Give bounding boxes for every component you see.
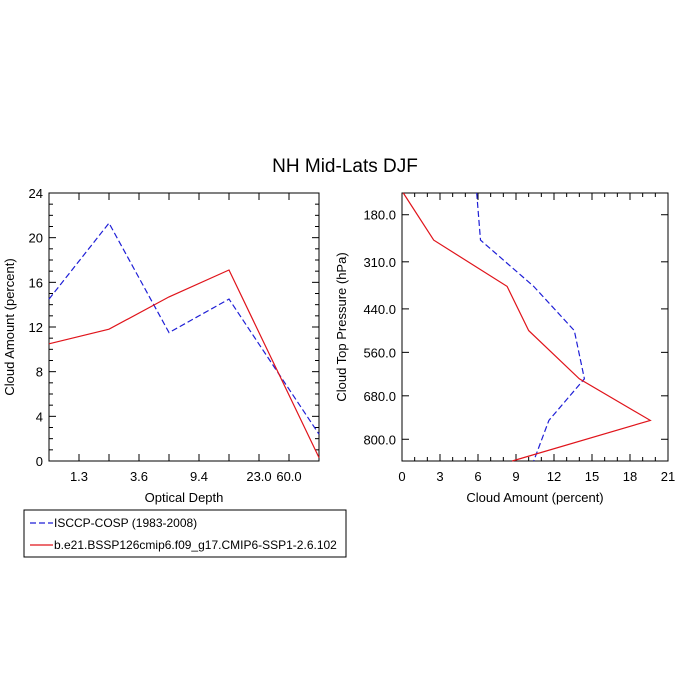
- left-x-tick-label: 23.0: [246, 469, 271, 484]
- left-y-tick-label: 12: [29, 320, 43, 335]
- left-series-obs-line: [48, 222, 320, 435]
- right-x-tick-label: 15: [585, 469, 599, 484]
- right-x-tick-label: 9: [512, 469, 519, 484]
- right-x-tick-label: 12: [547, 469, 561, 484]
- right-y-tick-label: 180.0: [363, 208, 396, 223]
- left-y-tick-label: 16: [29, 275, 43, 290]
- right-x-tick-label: 21: [661, 469, 675, 484]
- right-panel-cloud-top-pressure: 0 3 6 9 12 15 18 21 180.0 310.0 440.0 560.0 680.0 800…: [334, 192, 675, 505]
- left-y-tick-label: 24: [29, 186, 43, 201]
- right-x-tick-label: 3: [436, 469, 443, 484]
- left-y-tick-label: 20: [29, 231, 43, 246]
- left-y-tick-label: 8: [36, 365, 43, 380]
- right-y-tick-label: 560.0: [363, 345, 396, 360]
- left-x-tick-label: 1.3: [70, 469, 88, 484]
- right-plot-frame: [401, 192, 669, 462]
- right-y-axis-title: Cloud Top Pressure (hPa): [334, 252, 349, 401]
- left-y-tick-label: 0: [36, 454, 43, 469]
- right-y-tick-label: 800.0: [363, 432, 396, 447]
- left-y-tick-label: 4: [36, 409, 43, 424]
- left-series-model-line: [48, 269, 320, 458]
- left-x-tick-label: 3.6: [130, 469, 148, 484]
- figure-title: NH Mid-Lats DJF: [272, 156, 418, 177]
- legend-label-obs: ISCCP-COSP (1983-2008): [54, 516, 197, 530]
- right-y-tick-label: 680.0: [363, 389, 396, 404]
- right-y-tick-label: 440.0: [363, 302, 396, 317]
- left-x-tick-label: 60.0: [276, 469, 301, 484]
- left-panel-optical-depth: 0 4 8 12 16 20 24 1.3 3.6 9.4 23.0 60.0 Optical Dept…: [2, 186, 320, 505]
- right-x-tick-label: 18: [623, 469, 637, 484]
- left-y-axis-title: Cloud Amount (percent): [2, 258, 17, 395]
- left-x-tick-label: 9.4: [190, 469, 208, 484]
- right-x-tick-label: 0: [398, 469, 405, 484]
- left-plot-frame: [48, 192, 320, 462]
- right-series-obs-line: [476, 192, 586, 462]
- legend-label-model: b.e21.BSSP126cmip6.f09_g17.CMIP6-SSP1-2.…: [54, 538, 337, 552]
- right-series-model-line: [402, 192, 652, 462]
- right-y-tick-label: 310.0: [363, 255, 396, 270]
- right-x-tick-label: 6: [474, 469, 481, 484]
- left-x-axis-title: Optical Depth: [145, 490, 224, 505]
- legend: ISCCP-COSP (1983-2008) b.e21.BSSP126cmip…: [23, 509, 347, 558]
- right-x-axis-title: Cloud Amount (percent): [466, 490, 603, 505]
- legend-box: [23, 509, 347, 558]
